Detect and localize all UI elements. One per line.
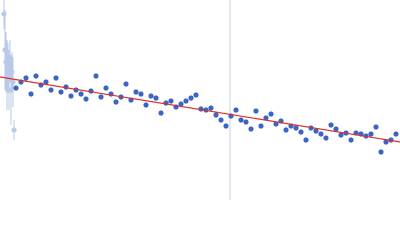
chart: [0, 0, 400, 200]
data-point: [218, 117, 224, 123]
data-point: [393, 131, 399, 137]
data-point: [178, 101, 184, 107]
data-point: [10, 79, 16, 85]
data-point: [153, 95, 159, 101]
data-point: [183, 98, 189, 104]
data-point: [123, 81, 129, 87]
data-point: [333, 126, 339, 132]
data-point: [1, 11, 7, 17]
data-point: [11, 127, 17, 133]
data-point: [138, 91, 144, 97]
data-point: [273, 121, 279, 127]
data-point: [43, 79, 49, 85]
data-point: [293, 125, 299, 131]
data-point: [248, 126, 254, 132]
data-point: [238, 117, 244, 123]
data-point: [348, 137, 354, 143]
data-point: [98, 94, 104, 100]
data-point: [283, 127, 289, 133]
data-point: [323, 135, 329, 141]
data-point: [368, 131, 374, 137]
data-point: [258, 123, 264, 129]
fit-line: [0, 76, 400, 143]
data-point: [13, 85, 19, 91]
data-point: [113, 99, 119, 105]
data-point: [78, 91, 84, 97]
data-point: [378, 149, 384, 155]
data-point: [193, 92, 199, 98]
data-point: [253, 108, 259, 114]
data-point: [243, 119, 249, 125]
data-point: [53, 75, 59, 81]
data-point: [313, 128, 319, 134]
data-point: [28, 91, 34, 97]
data-point: [383, 139, 389, 145]
data-point: [328, 122, 334, 128]
data-point: [143, 102, 149, 108]
data-point: [68, 93, 74, 99]
data-point: [93, 73, 99, 79]
data-point: [48, 87, 54, 93]
data-point: [208, 105, 214, 111]
data-point: [158, 110, 164, 116]
data-point: [318, 131, 324, 137]
data-point: [58, 89, 64, 95]
data-point: [83, 96, 89, 102]
data-point: [168, 98, 174, 104]
data-point: [23, 75, 29, 81]
data-point: [298, 129, 304, 135]
data-point: [233, 107, 239, 113]
data-point: [148, 93, 154, 99]
data-point: [133, 89, 139, 95]
data-point: [268, 111, 274, 117]
data-point: [223, 123, 229, 129]
data-point: [303, 137, 309, 143]
data-point: [373, 124, 379, 130]
data-point: [33, 73, 39, 79]
data-point: [213, 112, 219, 118]
data-point: [188, 95, 194, 101]
data-point: [263, 115, 269, 121]
data-point: [9, 69, 15, 75]
page: {"chart_data": {"type": "scatter", "xlim…: [0, 0, 400, 200]
data-point: [103, 85, 109, 91]
data-point: [338, 132, 344, 138]
